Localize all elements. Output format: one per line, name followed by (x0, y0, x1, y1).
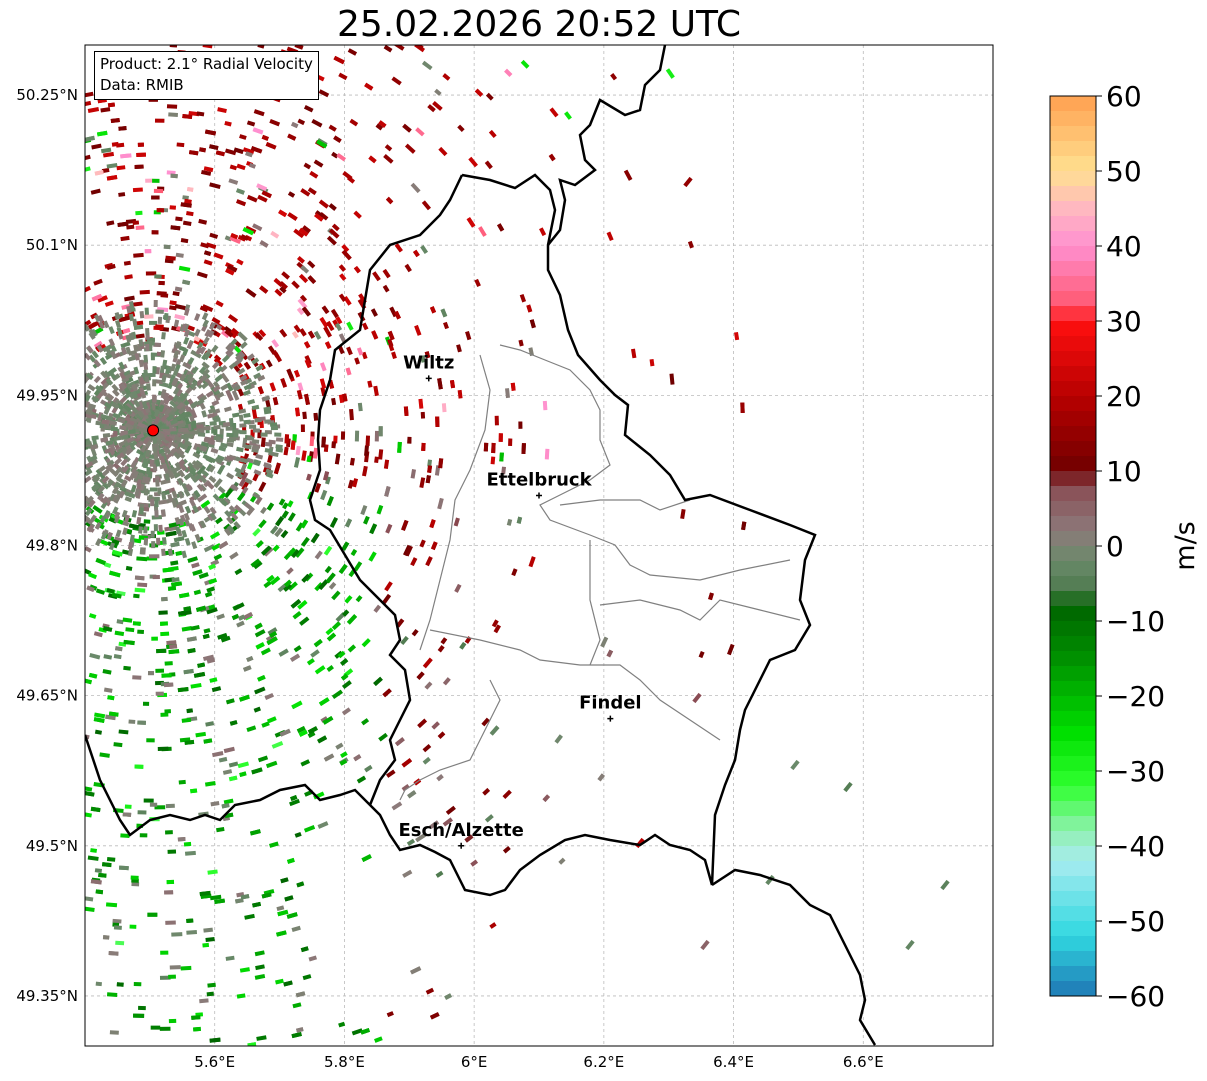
plot-frame (84, 44, 994, 1047)
city-labels: Wiltz Ettelbruck Findel Esch/Alzette (399, 352, 642, 849)
city-marker: Ettelbruck (486, 469, 593, 499)
city-cross (458, 842, 465, 849)
lat-tick-label: 49.5°N (26, 837, 78, 855)
lat-tick-label: 50.25°N (16, 86, 78, 104)
city-marker: Wiltz (403, 352, 454, 382)
lon-tick-label: 6.2°E (583, 1053, 624, 1071)
lat-tick-label: 49.35°N (16, 987, 78, 1005)
borders (85, 45, 877, 1046)
lat-tick-label: 50.1°N (26, 236, 78, 254)
city-label: Findel (579, 693, 642, 714)
city-cross (607, 715, 614, 722)
city-label: Esch/Alzette (399, 820, 524, 841)
canton-boundaries (399, 344, 801, 801)
lon-tick-label: 6.4°E (713, 1053, 754, 1071)
lat-tick-label: 49.65°N (16, 687, 78, 705)
axis-ticks: 5.6°E 5.8°E 6°E 6.2°E 6.4°E 6.6°E 50.25°N 50.1°… (16, 86, 883, 1071)
lon-tick-label: 6.6°E (843, 1053, 884, 1071)
city-label: Ettelbruck (486, 469, 592, 490)
map-title: 25.02.2026 20:52 UTC (336, 4, 742, 45)
city-marker: Findel (579, 693, 642, 722)
city-cross (536, 492, 542, 499)
radar-site-dot (147, 424, 160, 437)
city-label: Wiltz (403, 352, 454, 373)
lon-tick-label: 5.8°E (324, 1053, 365, 1071)
lon-tick-label: 6°E (461, 1053, 488, 1071)
lat-tick-label: 49.8°N (26, 537, 78, 555)
data-source-label: Data: RMIB (100, 76, 184, 94)
product-label: Product: 2.1° Radial Velocity (100, 55, 313, 73)
product-info-box: Product: 2.1° Radial Velocity Data: RMIB (94, 51, 319, 100)
city-cross (425, 375, 432, 382)
city-marker: Esch/Alzette (399, 820, 524, 849)
radar-site-marker (147, 424, 160, 437)
velocity-echoes (85, 45, 950, 1046)
lat-tick-label: 49.95°N (16, 386, 78, 404)
lon-tick-label: 5.6°E (194, 1053, 235, 1071)
national-border (85, 45, 877, 1046)
